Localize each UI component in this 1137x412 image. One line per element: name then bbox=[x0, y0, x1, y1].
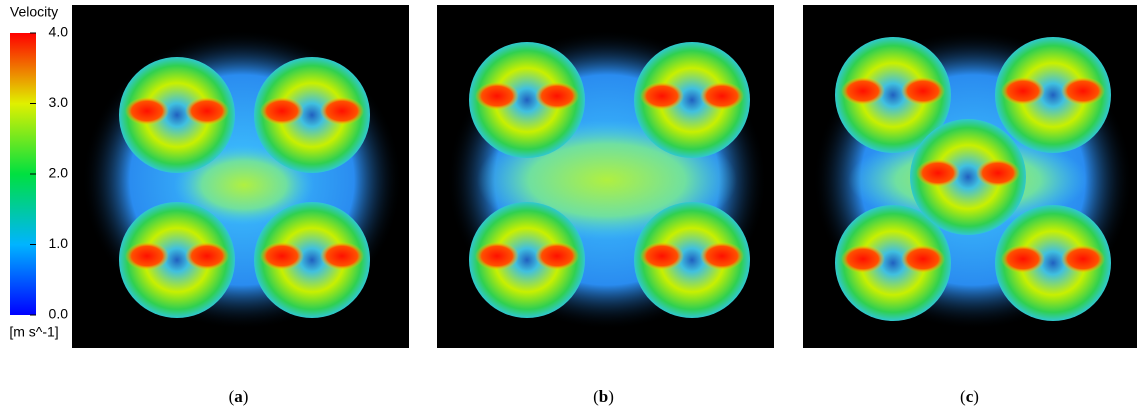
high-velocity bbox=[640, 242, 684, 270]
high-velocity bbox=[535, 82, 579, 110]
high-velocity bbox=[260, 97, 304, 125]
high-velocity bbox=[475, 82, 519, 110]
high-velocity bbox=[125, 242, 169, 270]
colorbar-tick-label: 4.0 bbox=[49, 24, 69, 40]
panel-caption: (b) bbox=[593, 387, 614, 406]
high-velocity bbox=[125, 97, 169, 125]
high-velocity bbox=[976, 159, 1020, 187]
caption-part: b bbox=[599, 387, 608, 406]
simulation-image bbox=[803, 5, 1137, 348]
high-velocity bbox=[535, 242, 579, 270]
high-velocity bbox=[700, 82, 744, 110]
high-velocity bbox=[841, 77, 885, 105]
colorbar-unit: [m s^-1] bbox=[9, 324, 58, 340]
high-velocity bbox=[260, 242, 304, 270]
panel-caption: (c) bbox=[960, 387, 979, 406]
panel-caption: (a) bbox=[229, 387, 249, 406]
high-velocity bbox=[185, 242, 229, 270]
high-velocity bbox=[320, 242, 364, 270]
high-velocity bbox=[1061, 245, 1105, 273]
simulation-image bbox=[72, 5, 409, 348]
colorbar-tick-label: 0.0 bbox=[49, 306, 69, 322]
high-velocity bbox=[1001, 245, 1045, 273]
high-velocity bbox=[916, 159, 960, 187]
colorbar-tick-label: 2.0 bbox=[49, 165, 69, 181]
high-velocity bbox=[185, 97, 229, 125]
high-velocity bbox=[700, 242, 744, 270]
high-velocity bbox=[1001, 77, 1045, 105]
caption-part: ) bbox=[243, 387, 249, 406]
colorbar-tick-label: 3.0 bbox=[49, 94, 69, 110]
caption-part: ) bbox=[608, 387, 614, 406]
figure: Velocity [m s^-1] 4.0 3.0 2.0 1.0 0.0 (a) (b) (… bbox=[0, 0, 1137, 412]
high-velocity bbox=[901, 77, 945, 105]
high-velocity bbox=[1061, 77, 1105, 105]
high-velocity bbox=[640, 82, 684, 110]
colorbar-title: Velocity bbox=[10, 4, 58, 20]
high-velocity bbox=[901, 245, 945, 273]
simulation-image bbox=[437, 5, 774, 348]
high-velocity bbox=[320, 97, 364, 125]
high-velocity bbox=[475, 242, 519, 270]
caption-part: ) bbox=[973, 387, 979, 406]
high-velocity bbox=[841, 245, 885, 273]
colorbar-tick-label: 1.0 bbox=[49, 235, 69, 251]
